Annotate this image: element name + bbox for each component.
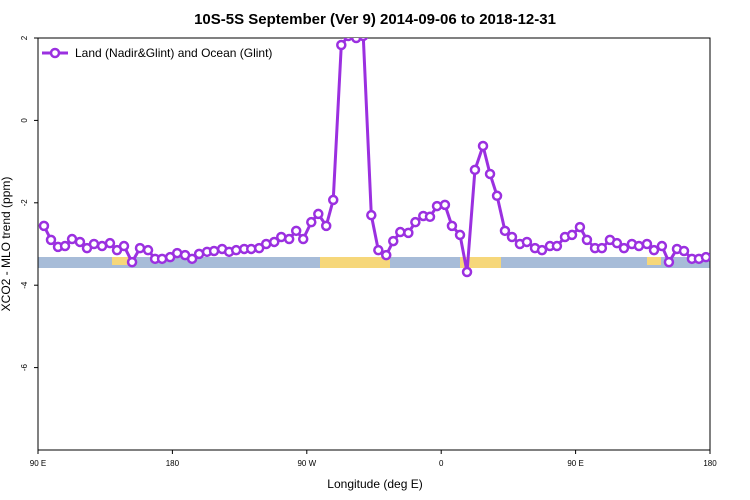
data-point: [574, 221, 586, 233]
data-point: [388, 235, 399, 247]
plot-area: [38, 38, 710, 278]
data-point: [581, 234, 593, 246]
data-point: [521, 236, 533, 248]
data-point: [366, 209, 377, 221]
chart-title: 10S-5S September (Ver 9) 2014-09-06 to 2…: [194, 11, 556, 28]
data-point: [461, 266, 473, 278]
x-tick-label: 180: [703, 459, 717, 468]
data-point: [358, 38, 369, 42]
data-point: [431, 200, 443, 212]
data-point: [126, 256, 138, 268]
data-point: [306, 216, 317, 228]
y-tick-label: 0: [20, 118, 29, 123]
data-point: [336, 39, 347, 51]
data-point: [403, 227, 414, 239]
data-point: [611, 237, 623, 249]
data-point: [469, 164, 481, 176]
data-point: [506, 231, 518, 243]
land-ocean-strip: [38, 257, 710, 268]
data-point: [297, 233, 309, 245]
data-point: [641, 238, 653, 250]
data-point: [350, 38, 362, 44]
data-point: [186, 253, 198, 265]
y-tick-label: 2: [20, 35, 29, 40]
data-point: [454, 229, 466, 241]
data-point: [38, 220, 50, 232]
data-point: [446, 220, 458, 232]
y-tick-label: -6: [20, 363, 29, 371]
data-point: [678, 245, 690, 257]
land-band: [112, 257, 130, 265]
data-point: [499, 225, 511, 237]
data-point: [268, 236, 280, 248]
data-point: [439, 199, 451, 211]
x-tick-label: 90 E: [30, 459, 46, 468]
data-point: [380, 249, 392, 261]
y-axis-label: XCO2 - MLO trend (ppm): [0, 177, 13, 312]
data-point: [648, 244, 660, 256]
x-tick-label: 180: [166, 459, 180, 468]
data-point: [618, 242, 630, 254]
legend-marker: [49, 47, 61, 59]
data-point: [566, 229, 578, 241]
plot-frame: [37, 37, 711, 451]
data-point: [142, 244, 154, 256]
data-point: [283, 233, 295, 245]
data-point: [424, 211, 436, 223]
y-tick-label: -2: [20, 199, 29, 207]
data-point: [410, 216, 421, 228]
data-point: [74, 236, 86, 248]
legend-label: Land (Nadir&Glint) and Ocean (Glint): [75, 46, 272, 60]
data-point: [59, 240, 71, 252]
data-point: [327, 194, 339, 206]
data-point: [313, 208, 324, 220]
data-point: [633, 240, 645, 252]
legend: Land (Nadir&Glint) and Ocean (Glint): [42, 46, 272, 60]
data-point: [260, 238, 272, 250]
data-point: [156, 253, 168, 265]
data-point: [320, 220, 332, 232]
data-point: [373, 244, 384, 256]
data-point: [663, 256, 675, 268]
y-tick-label: -4: [20, 281, 29, 289]
data-point: [395, 226, 406, 238]
x-tick-label: 90 E: [567, 459, 583, 468]
land-band: [647, 257, 661, 265]
data-point: [208, 245, 220, 257]
data-point: [477, 140, 489, 152]
data-point: [596, 242, 608, 254]
data-point: [118, 240, 130, 252]
data-point: [484, 168, 496, 180]
x-axis-label: Longitude (deg E): [327, 477, 422, 491]
land-band: [320, 257, 390, 268]
data-point: [536, 244, 548, 256]
x-tick-label: 0: [439, 459, 444, 468]
data-point: [491, 190, 503, 202]
data-point: [551, 240, 563, 252]
data-point: [656, 240, 668, 252]
land-band: [460, 257, 501, 268]
data-point: [230, 244, 242, 256]
data-point: [290, 225, 302, 237]
data-point: [343, 38, 354, 42]
data-point: [45, 234, 57, 246]
data-point: [104, 237, 116, 249]
x-tick-label: 90 W: [297, 459, 316, 468]
data-point: [88, 238, 100, 250]
data-point: [134, 242, 146, 254]
data-point: [700, 251, 710, 263]
